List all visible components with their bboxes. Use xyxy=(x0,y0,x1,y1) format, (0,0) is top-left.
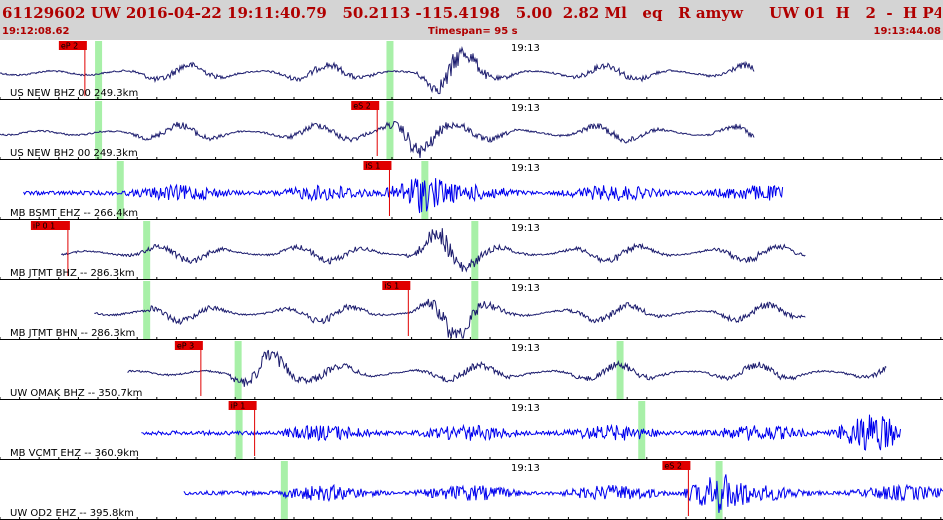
time-marker-label: 19:13 xyxy=(511,163,540,174)
pick-flag[interactable] xyxy=(228,401,257,410)
time-marker-label: 19:13 xyxy=(511,103,540,114)
pick-label: eS 2 xyxy=(353,102,371,111)
trace-row[interactable]: eS 2 19:13 UW OD2 EHZ -- 395.8km xyxy=(0,461,943,520)
pick-flag[interactable] xyxy=(662,461,691,470)
pick-flag[interactable] xyxy=(58,41,87,50)
trace-row[interactable]: eS 2 19:13 US NEW BH2 00 249.3km xyxy=(0,101,943,160)
trace-row[interactable]: eP 3 19:13 UW OMAK BHZ -- 350.7km xyxy=(0,341,943,400)
time-marker-label: 19:13 xyxy=(511,283,540,294)
phase-marker xyxy=(616,341,624,399)
station-label: MB JTMT BHZ -- 286.3km xyxy=(10,268,135,279)
pick-flag[interactable] xyxy=(363,161,392,170)
trace-row[interactable]: iP 1 19:13 MB VCMT EHZ -- 360.9km xyxy=(0,401,943,460)
pick-flag[interactable] xyxy=(351,101,380,110)
phase-marker xyxy=(95,101,103,159)
phase-marker xyxy=(471,281,479,339)
timespan-label: Timespan= 95 s xyxy=(428,26,518,37)
phase-marker xyxy=(386,41,394,99)
phase-marker xyxy=(235,401,243,459)
time-marker-label: 19:13 xyxy=(511,43,540,54)
seismogram-panel[interactable]: eP 2 19:13 US NEW BHZ 00 249.3km eS 2 19:13 U… xyxy=(0,40,943,520)
event-summary: 61129602 UW 2016-04-22 19:11:40.79 50.21… xyxy=(2,4,941,22)
station-label: UW OMAK BHZ -- 350.7km xyxy=(10,388,142,399)
event-header: 61129602 UW 2016-04-22 19:11:40.79 50.21… xyxy=(0,0,943,40)
waveform xyxy=(141,414,901,451)
waveform xyxy=(0,46,755,95)
waveform xyxy=(23,178,784,214)
phase-marker xyxy=(116,161,124,219)
phase-marker xyxy=(715,461,723,519)
waveform xyxy=(94,298,806,339)
station-label: MB VCMT EHZ -- 360.9km xyxy=(10,448,139,459)
pick-flag[interactable] xyxy=(30,221,70,230)
window-end-time: 19:13:44.08 xyxy=(873,26,941,37)
station-label: US NEW BH2 00 249.3km xyxy=(10,148,138,159)
pick-flag[interactable] xyxy=(382,281,411,290)
station-label: MB JTMT BHN -- 286.3km xyxy=(10,328,135,339)
waveform xyxy=(60,228,806,273)
station-label: UW OD2 EHZ -- 395.8km xyxy=(10,508,134,519)
time-marker-label: 19:13 xyxy=(511,343,540,354)
phase-marker xyxy=(95,41,103,99)
phase-marker xyxy=(421,161,429,219)
waveform xyxy=(183,474,943,513)
phase-marker xyxy=(234,341,242,399)
phase-marker xyxy=(280,461,288,519)
station-label: MB BSMT EHZ -- 266.4km xyxy=(10,208,138,219)
pick-flag[interactable] xyxy=(174,341,203,350)
pick-label: iP 1 xyxy=(231,402,246,411)
pick-label: iS 1 xyxy=(365,162,380,171)
trace-row[interactable]: iS 1 19:13 MB JTMT BHN -- 286.3km xyxy=(0,281,943,340)
waveform xyxy=(127,349,887,387)
time-marker-label: 19:13 xyxy=(511,223,540,234)
window-start-time: 19:12:08.62 xyxy=(2,26,70,37)
time-marker-label: 19:13 xyxy=(511,463,540,474)
trace-row[interactable]: eP 2 19:13 US NEW BHZ 00 249.3km xyxy=(0,41,943,100)
pick-label: iP 0 1 xyxy=(33,222,55,231)
station-label: US NEW BHZ 00 249.3km xyxy=(10,88,138,99)
pick-label: eS 2 xyxy=(664,462,682,471)
pick-label: eP 3 xyxy=(177,342,194,351)
pick-label: iS 1 xyxy=(384,282,399,291)
trace-row[interactable]: iP 0 1 19:13 MB JTMT BHZ -- 286.3km xyxy=(0,221,943,280)
phase-marker xyxy=(471,221,479,279)
trace-row[interactable]: iS 1 19:13 MB BSMT EHZ -- 266.4km xyxy=(0,161,943,220)
pick-label: eP 2 xyxy=(61,42,78,51)
time-marker-label: 19:13 xyxy=(511,403,540,414)
phase-marker xyxy=(386,101,394,159)
